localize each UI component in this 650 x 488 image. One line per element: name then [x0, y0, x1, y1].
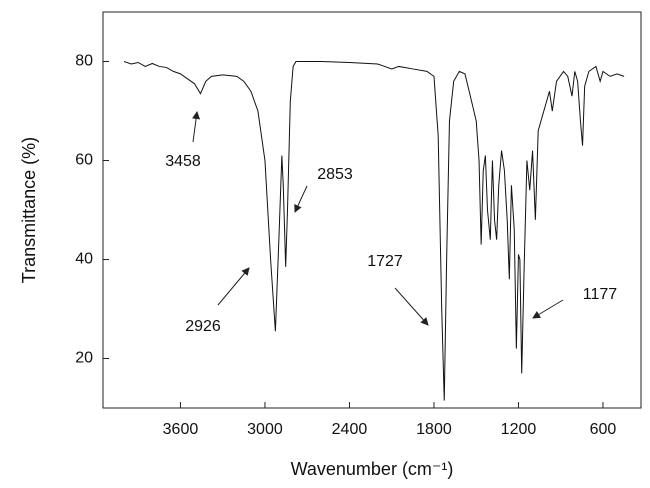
peak-annotation: 3458 [165, 153, 201, 170]
annotation-arrow [217, 267, 250, 306]
x-tick-label: 2400 [332, 421, 368, 438]
x-tick-label: 600 [590, 421, 617, 438]
peak-annotation: 1177 [583, 286, 618, 303]
plot-frame [102, 11, 642, 409]
annotation-arrow [294, 185, 308, 213]
y-axis-label: Transmittance (%) [19, 137, 39, 283]
x-axis-label: Wavenumber (cm⁻¹) [291, 459, 454, 479]
annotation-arrow [192, 111, 201, 143]
spectrum-line [123, 61, 625, 401]
annotation-arrow [394, 287, 429, 326]
annotation-arrow [532, 299, 564, 319]
x-tick-label: 1200 [501, 421, 537, 438]
y-tick-label: 80 [75, 53, 93, 70]
peak-annotation: 2926 [185, 318, 221, 335]
y-tick-label: 20 [75, 350, 93, 367]
peak-annotation: 1727 [367, 253, 403, 270]
y-tick-label: 60 [75, 152, 93, 169]
y-tick-label: 40 [75, 251, 93, 268]
peak-annotation: 2853 [317, 166, 353, 183]
x-tick-label: 1800 [416, 421, 452, 438]
x-tick-label: 3600 [163, 421, 199, 438]
x-tick-label: 3000 [247, 421, 283, 438]
